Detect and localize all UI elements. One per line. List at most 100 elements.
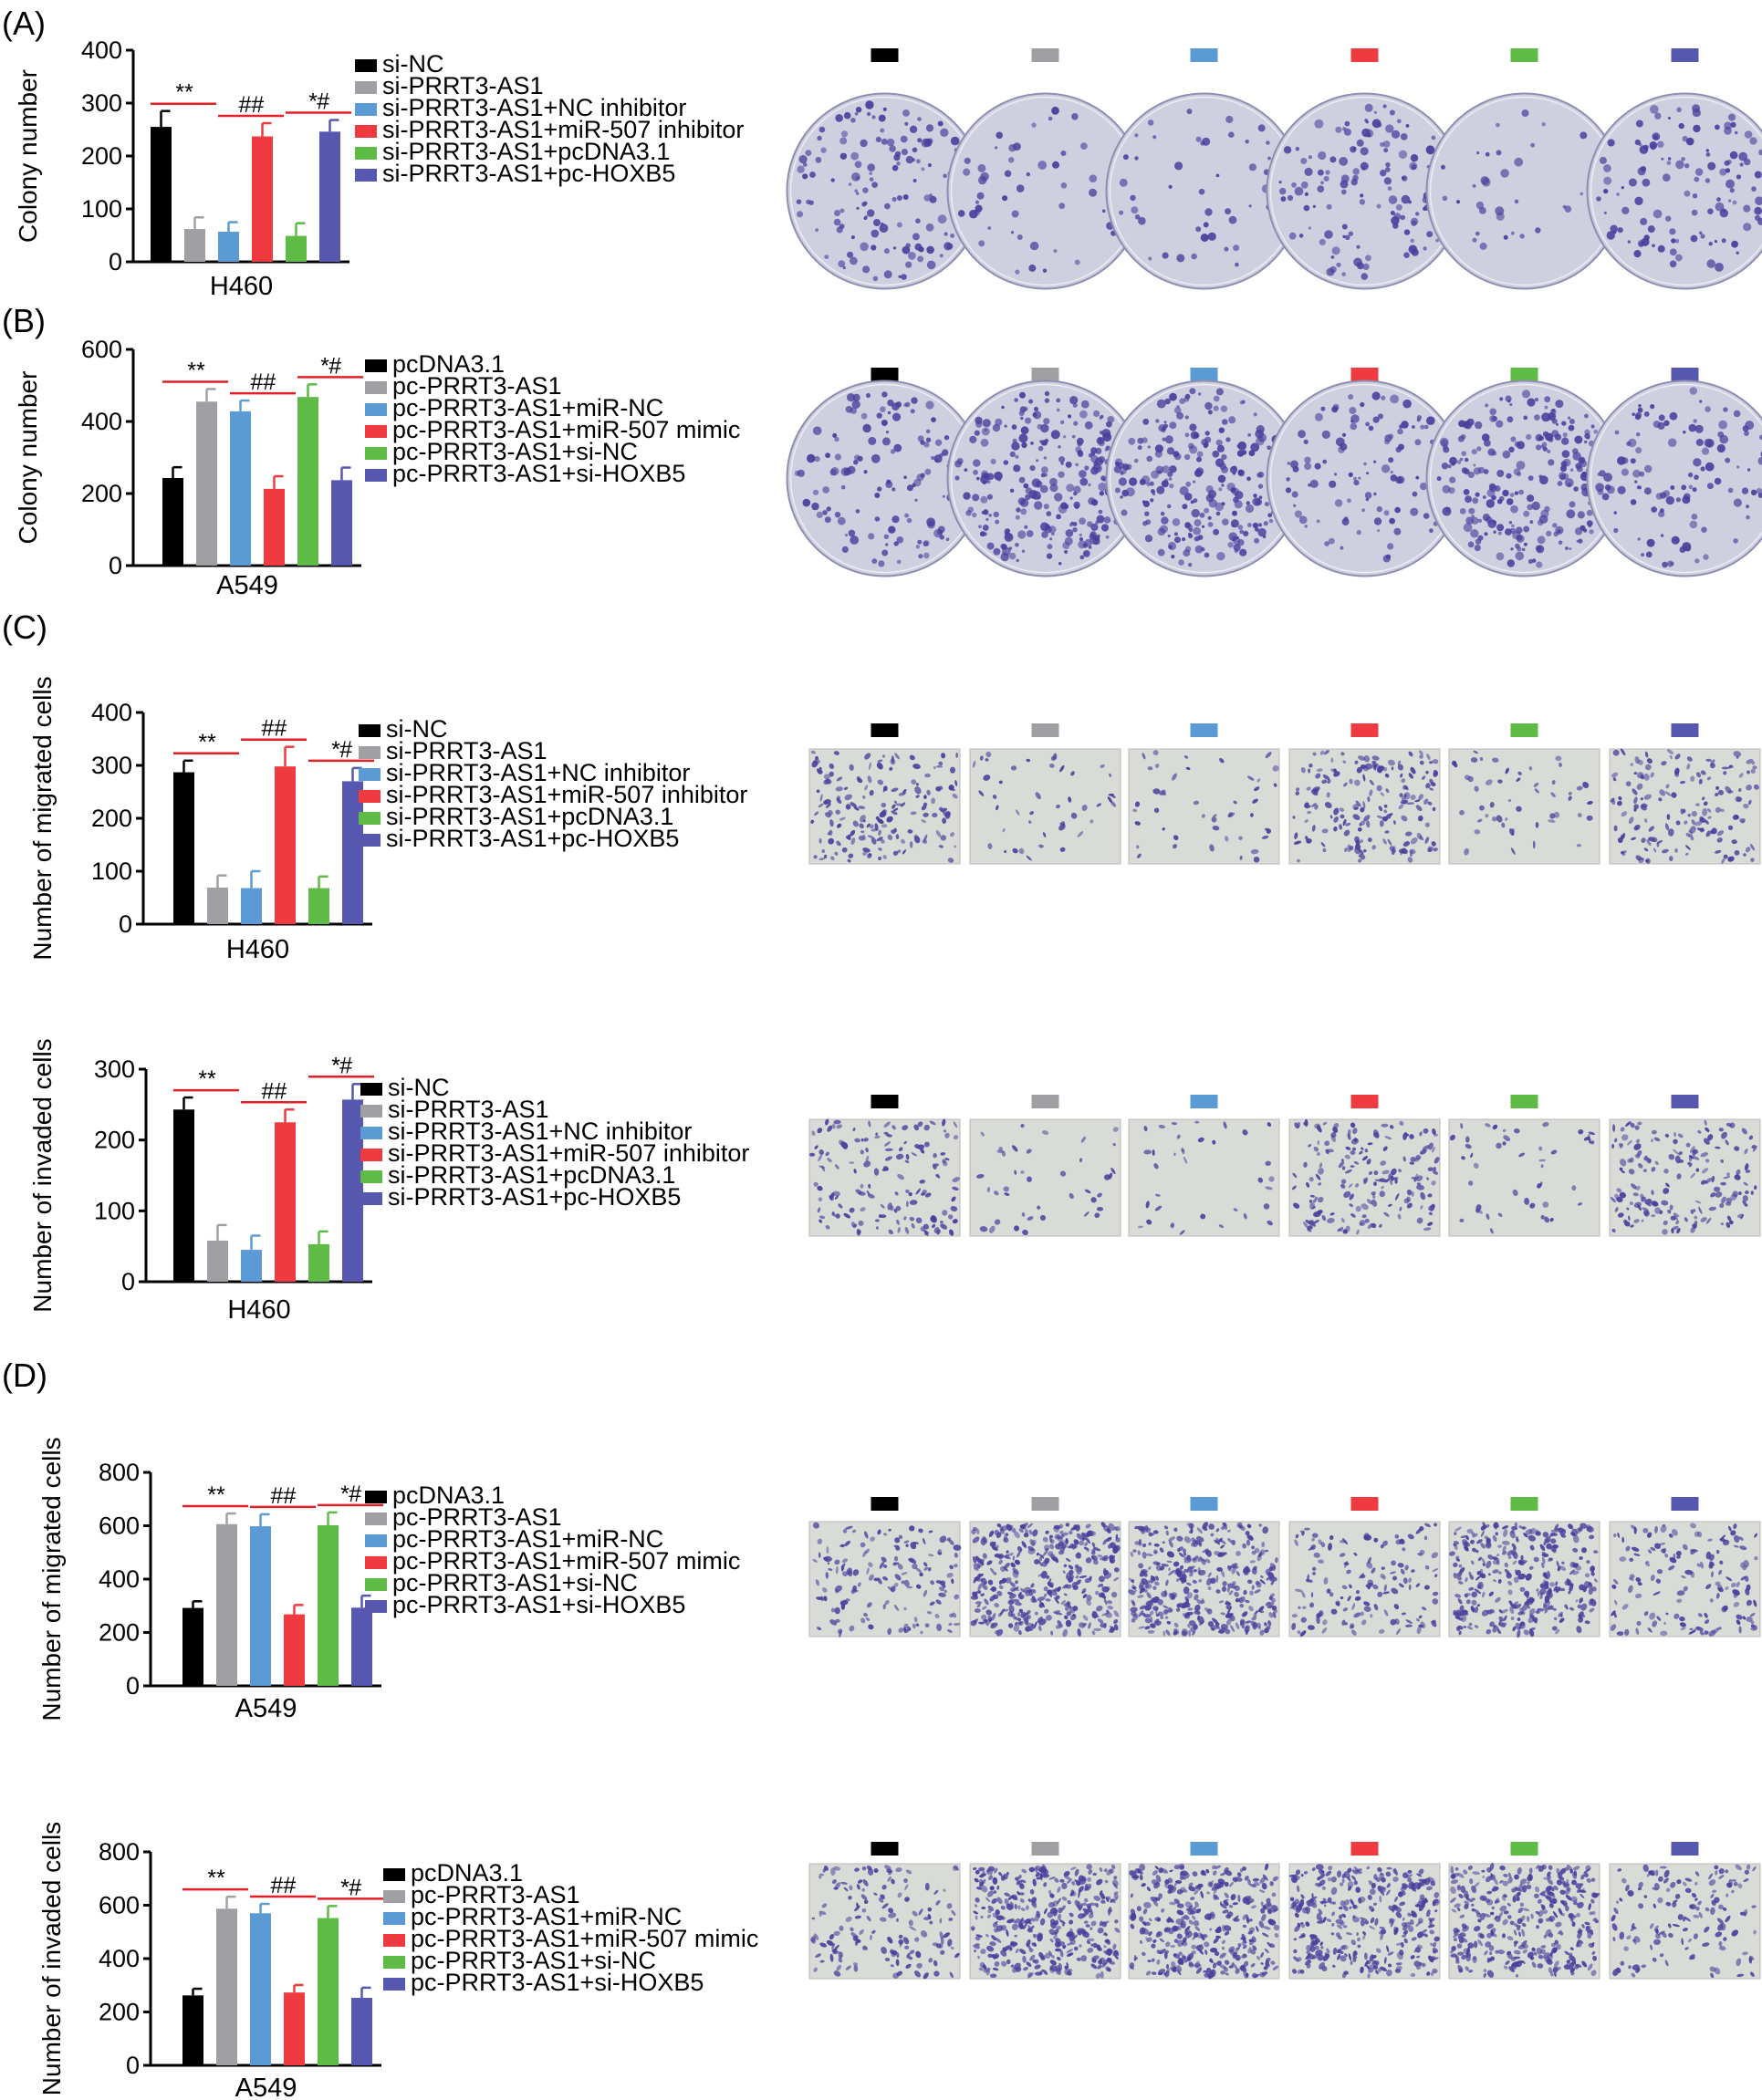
colony-plate-colony — [1357, 262, 1364, 270]
colony-plate-colony — [1193, 526, 1201, 535]
transwell-field-cell — [1096, 1206, 1104, 1211]
colony-plate-colony — [1510, 231, 1515, 235]
transwell-field-cell — [879, 811, 887, 818]
transwell-field-cell — [1090, 1551, 1096, 1555]
transwell-field-cell — [931, 797, 936, 805]
transwell-field-cell — [1063, 1615, 1069, 1620]
transwell-field-cell — [1705, 1127, 1710, 1132]
transwell-field-cell — [1352, 814, 1361, 820]
transwell-field-cell — [1640, 797, 1643, 801]
transwell-field-cell — [1637, 759, 1643, 765]
transwell-field-cell — [1429, 787, 1434, 791]
colony-plate-colony — [917, 539, 923, 545]
transwell-field-cell — [1750, 768, 1756, 774]
transwell-field-cell — [1134, 801, 1141, 807]
y-tick-label: 0 — [126, 2052, 140, 2079]
transwell-field-cell — [1668, 1154, 1675, 1160]
transwell-field-cell — [860, 1617, 866, 1624]
transwell-field-cell — [1533, 782, 1539, 787]
colony-plate-colony — [1578, 538, 1583, 544]
transwell-field-cell — [1308, 768, 1311, 774]
transwell-field-cell — [1674, 754, 1681, 760]
colony-plate-colony — [1621, 206, 1630, 214]
colony-plate-colony — [1621, 186, 1624, 190]
transwell-field-cell — [1612, 1124, 1616, 1132]
colony-plate-colony — [874, 516, 881, 522]
legend-item: pc-PRRT3-AS1+miR-507 mimic — [392, 416, 740, 443]
y-tick-label: 300 — [91, 752, 132, 779]
transwell-field-cell — [1154, 763, 1160, 769]
transwell-field-cell — [1743, 1201, 1747, 1206]
colony-plate-colony — [1663, 490, 1671, 497]
transwell-field-cell — [810, 750, 816, 754]
colony-plate-colony — [840, 484, 846, 490]
transwell-field-cell — [883, 1121, 891, 1128]
transwell-field-cell — [1633, 1219, 1640, 1223]
colony-plate-colony — [1001, 544, 1007, 550]
transwell-field-cell — [1319, 750, 1325, 755]
colony-plate-colony — [1207, 232, 1216, 241]
transwell-field-cell — [1715, 806, 1722, 813]
transwell-field-cell — [1630, 1122, 1635, 1128]
transwell-field-cell — [903, 1579, 910, 1587]
transwell-field-cell — [1297, 1121, 1301, 1128]
colony-plate-colony — [1440, 439, 1449, 448]
colony-plate-colony — [883, 248, 890, 255]
transwell-field-cell — [860, 1183, 864, 1189]
colony-plate-colony — [1366, 472, 1370, 475]
colony-plate-colony — [1420, 424, 1425, 430]
y-tick-label: 200 — [91, 805, 132, 832]
transwell-field-cell — [1666, 749, 1673, 754]
colony-plate-colony — [1534, 397, 1539, 402]
colony-plate-colony — [920, 440, 925, 445]
transwell-field-cell — [1028, 1529, 1033, 1535]
colony-plate-colony — [1650, 404, 1655, 410]
transwell-field-cell — [938, 1586, 945, 1592]
colony-plate-colony — [1174, 536, 1181, 544]
transwell-field-cell — [1242, 1129, 1248, 1136]
transwell-field-cell — [943, 811, 948, 817]
transwell-field-cell — [954, 1594, 960, 1600]
transwell-field-cell — [1733, 751, 1742, 757]
transwell-field-cell — [1737, 1191, 1742, 1196]
transwell-field-cell — [1355, 839, 1361, 847]
transwell-field-cell — [1646, 758, 1653, 764]
colony-plate-colony — [1324, 541, 1329, 546]
transwell-field-cell — [1153, 1163, 1159, 1170]
colony-plate-colony — [1189, 388, 1196, 395]
colony-plate-colony — [1663, 420, 1670, 426]
transwell-field-cell — [1706, 776, 1712, 781]
image-color-chip — [1671, 368, 1699, 381]
transwell-field-cell — [978, 790, 985, 796]
transwell-field-cell — [1671, 792, 1677, 798]
transwell-field-cell — [1691, 810, 1697, 817]
colony-plate-colony — [1241, 400, 1246, 404]
transwell-field-cell — [1324, 1140, 1330, 1147]
y-tick-label: 0 — [126, 1672, 140, 1700]
colony-plate-colony — [1471, 449, 1477, 455]
colony-plate-colony — [1537, 519, 1544, 526]
image-color-chip — [1510, 368, 1538, 381]
transwell-field-cell — [1321, 1214, 1327, 1222]
colony-plate-colony — [980, 172, 989, 182]
transwell-field-cell — [825, 1572, 829, 1579]
transwell-field-cell — [1354, 844, 1361, 850]
transwell-field-cell — [1339, 807, 1345, 812]
transwell-field-cell — [849, 1625, 855, 1632]
colony-plate-colony — [1056, 408, 1060, 412]
colony-plate-colony — [1395, 203, 1402, 211]
colony-plate-colony — [1703, 554, 1709, 560]
colony-plate-colony — [1586, 520, 1593, 527]
transwell-field-cell — [1578, 1128, 1584, 1135]
colony-plate-colony — [1304, 456, 1311, 463]
transwell-field-cell — [1004, 1192, 1010, 1196]
colony-plate-colony — [1155, 419, 1160, 423]
colony-plate-colony — [1536, 545, 1545, 554]
transwell-field-cell — [1730, 1220, 1734, 1224]
significance-label: ** — [174, 80, 193, 106]
colony-plate-colony — [1705, 462, 1715, 472]
legend-item: si-PRRT3-AS1 — [382, 72, 544, 99]
transwell-field-cell — [1267, 1220, 1273, 1226]
transwell-field-cell — [1465, 1136, 1470, 1143]
transwell-field-cell — [1651, 1201, 1657, 1206]
